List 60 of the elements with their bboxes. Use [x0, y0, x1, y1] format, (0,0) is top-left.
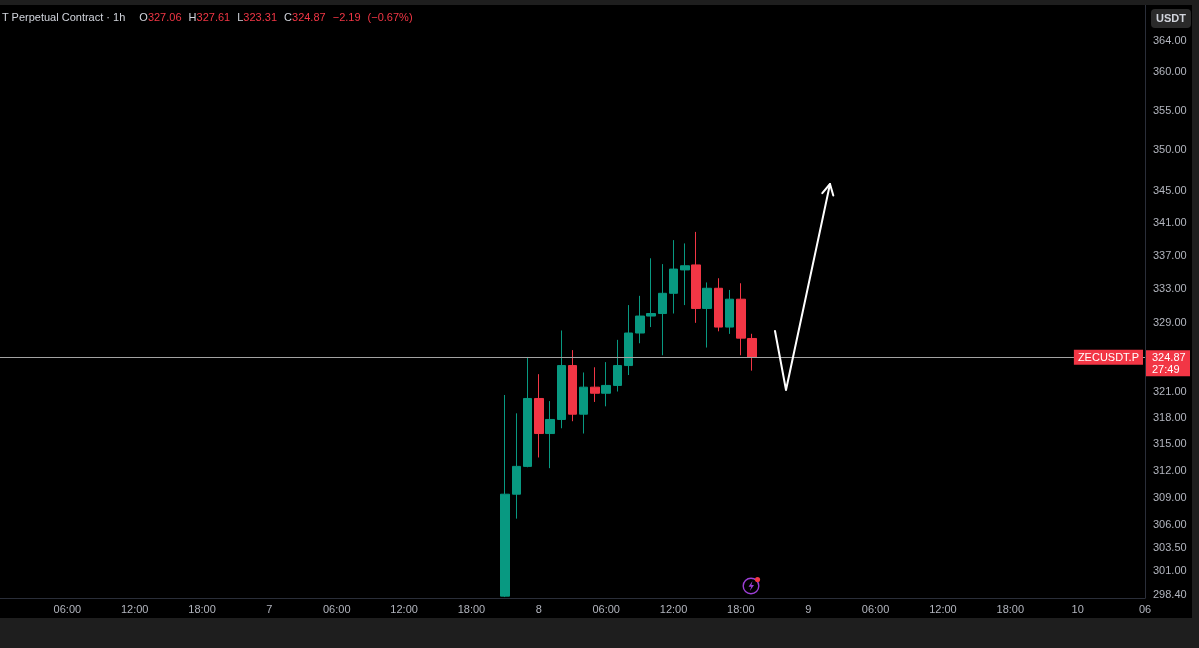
y-tick-label: 355.00	[1153, 103, 1187, 116]
candlestick	[658, 263, 667, 356]
y-tick-label: 312.00	[1153, 463, 1187, 476]
x-tick-label: 8	[535, 602, 542, 615]
candlestick	[601, 361, 611, 407]
x-tick-label: 12:00	[929, 602, 957, 615]
y-tick-label: 341.00	[1153, 216, 1187, 229]
candlestick	[669, 239, 678, 315]
y-tick-label: 345.00	[1153, 183, 1187, 196]
x-tick-label: 9	[805, 602, 812, 615]
text: T Perpetual Contract · 1h	[2, 11, 126, 23]
candlestick	[691, 231, 701, 324]
x-tick-label: 06	[1138, 602, 1152, 615]
candlestick	[534, 373, 544, 458]
x-tick-label: 7	[266, 602, 273, 615]
x-tick-label: 12:00	[659, 602, 688, 615]
text: 27:49	[1152, 363, 1180, 376]
candlestick	[500, 394, 510, 598]
y-tick-label: 306.00	[1153, 518, 1187, 531]
y-tick-label: 303.50	[1153, 540, 1187, 553]
candlestick	[725, 289, 734, 335]
x-tick-label: 18:00	[457, 602, 486, 615]
y-tick-label: 364.00	[1153, 34, 1187, 47]
candlestick	[680, 242, 690, 306]
y-tick-label: 298.40	[1153, 588, 1187, 601]
ref-line-label: ZECUSDT.P	[1077, 351, 1139, 364]
candlestick	[624, 304, 633, 376]
candlestick	[579, 371, 588, 435]
candlestick	[702, 281, 712, 349]
y-tick-label: 350.00	[1153, 143, 1187, 156]
x-tick-label: 10	[1071, 602, 1084, 615]
candlestick	[523, 356, 532, 468]
y-tick-label: 333.00	[1153, 282, 1187, 295]
y-tick-label: 309.00	[1153, 490, 1187, 503]
candlestick	[557, 329, 566, 429]
y-tick-label: 329.00	[1153, 315, 1187, 328]
y-tick-label: 301.00	[1153, 564, 1187, 577]
candlestick	[512, 412, 521, 520]
x-tick-label: 18:00	[996, 602, 1025, 615]
x-tick-label: 18:00	[188, 602, 216, 615]
y-tick-label: 315.00	[1153, 437, 1187, 450]
x-tick-label: 12:00	[120, 602, 149, 615]
text: O327.06 H327.61 L323.31 C324.87 −2.19 (−0.67%)	[139, 11, 413, 23]
y-tick-label: 318.00	[1153, 410, 1187, 423]
y-tick-label: 321.00	[1153, 384, 1187, 397]
candlestick	[613, 339, 622, 393]
candlestick	[714, 277, 723, 332]
candlestick	[590, 366, 600, 403]
x-tick-label: 06:00	[323, 602, 351, 615]
y-axis-title: USDT	[1151, 9, 1191, 28]
y-tick-label: 360.00	[1153, 64, 1187, 77]
x-tick-label: 12:00	[390, 602, 418, 615]
x-tick-label: 18:00	[727, 602, 755, 615]
x-tick-label: 06:00	[861, 602, 890, 615]
x-tick-label: 06:00	[53, 602, 82, 615]
x-tick-label: 06:00	[592, 602, 620, 615]
candlestick	[545, 400, 555, 469]
text: 324.87	[1152, 351, 1186, 364]
y-tick-label: 337.00	[1153, 248, 1187, 261]
candlestick	[568, 349, 577, 422]
